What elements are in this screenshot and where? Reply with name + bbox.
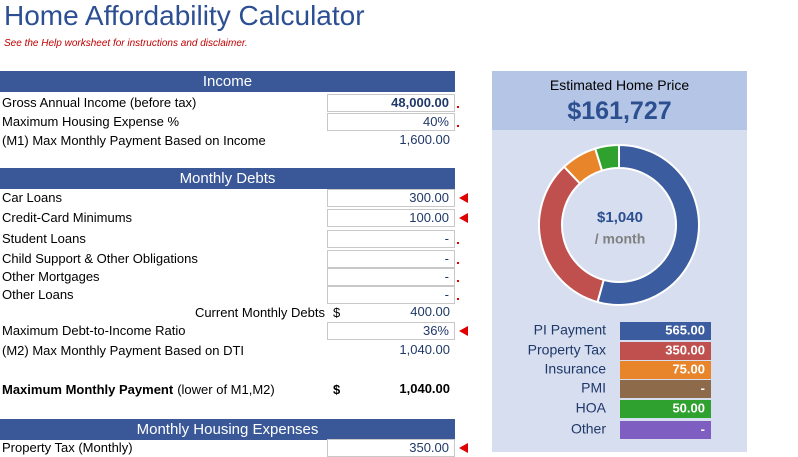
value-cell: 1,040.00 <box>399 342 450 357</box>
legend-value: 50.00 <box>672 400 705 415</box>
value-cell: 1,600.00 <box>399 132 450 147</box>
row-label: Student Loans <box>2 231 86 246</box>
legend-value: - <box>701 421 705 436</box>
center-unit: / month <box>595 231 646 247</box>
price-value: $161,727 <box>567 97 672 125</box>
donut-slice <box>596 143 700 306</box>
legend-value: - <box>701 380 705 395</box>
input-marker <box>457 106 459 108</box>
row-label: Current Monthly Debts <box>194 305 325 320</box>
row-label: Credit-Card Minimums <box>2 210 133 225</box>
alert-marker <box>459 193 468 203</box>
input-marker <box>457 242 459 244</box>
legend-label: PMI <box>581 380 606 396</box>
row-label: Maximum Debt-to-Income Ratio <box>2 323 186 338</box>
row-label: (M1) Max Monthly Payment Based on Income <box>2 133 266 148</box>
help-note: See the Help worksheet for instructions … <box>4 38 248 49</box>
row-label: (M2) Max Monthly Payment Based on DTI <box>2 343 245 358</box>
row-label: Maximum Monthly Payment (lower of M1,M2) <box>2 382 275 397</box>
input-cell: - <box>327 268 455 286</box>
input-cell: 100.00 <box>327 209 455 227</box>
legend-label: Property Tax <box>528 342 606 358</box>
alert-marker <box>459 326 468 336</box>
input-marker <box>457 298 459 300</box>
row-label: Maximum Housing Expense % <box>2 114 180 129</box>
input-cell: - <box>327 286 455 304</box>
value-cell: 400.00 <box>410 304 450 319</box>
legend-value: 75.00 <box>672 361 705 376</box>
legend-swatch <box>620 421 711 439</box>
legend-label: Insurance <box>545 361 607 377</box>
input-marker <box>457 262 459 264</box>
row-label: Other Mortgages <box>2 269 100 284</box>
value-cell: 1,040.00 <box>399 381 450 396</box>
legend-label: HOA <box>576 400 607 416</box>
row-label: Child Support & Other Obligations <box>2 251 198 266</box>
row-note: (lower of M1,M2) <box>177 382 275 397</box>
center-value: $1,040 <box>597 209 643 226</box>
alert-marker <box>459 443 468 453</box>
section-header: Monthly Housing Expenses <box>0 419 455 440</box>
alert-marker <box>459 213 468 223</box>
legend-swatch <box>620 400 711 418</box>
donut-slice <box>593 143 620 172</box>
section-header: Income <box>0 71 455 92</box>
input-marker <box>457 280 459 282</box>
row-label: Property Tax (Monthly) <box>2 440 133 455</box>
legend-swatch <box>620 361 711 379</box>
section-header: Monthly Debts <box>0 168 455 189</box>
input-cell: - <box>327 230 455 248</box>
row-label: Car Loans <box>2 190 62 205</box>
currency: $ <box>333 305 341 320</box>
input-cell: 36% <box>327 322 455 340</box>
input-cell: 48,000.00 <box>327 94 455 112</box>
legend-value: 350.00 <box>665 342 705 357</box>
input-cell: 40% <box>327 113 455 131</box>
price-header <box>492 71 747 130</box>
legend-swatch <box>620 380 711 398</box>
row-label: Gross Annual Income (before tax) <box>2 95 197 110</box>
input-marker <box>457 125 459 127</box>
row-label: Other Loans <box>2 287 74 302</box>
price-title: Estimated Home Price <box>549 77 690 93</box>
input-cell: 300.00 <box>327 189 455 207</box>
legend-swatch <box>620 342 711 360</box>
input-cell: 350.00 <box>327 439 455 457</box>
input-cell: - <box>327 250 455 268</box>
page-title: Home Affordability Calculator <box>4 0 365 31</box>
legend-value: 565.00 <box>665 322 705 337</box>
legend-swatch <box>620 322 711 340</box>
currency: $ <box>333 382 341 397</box>
legend-label: Other <box>571 421 606 437</box>
legend-label: PI Payment <box>534 322 606 338</box>
